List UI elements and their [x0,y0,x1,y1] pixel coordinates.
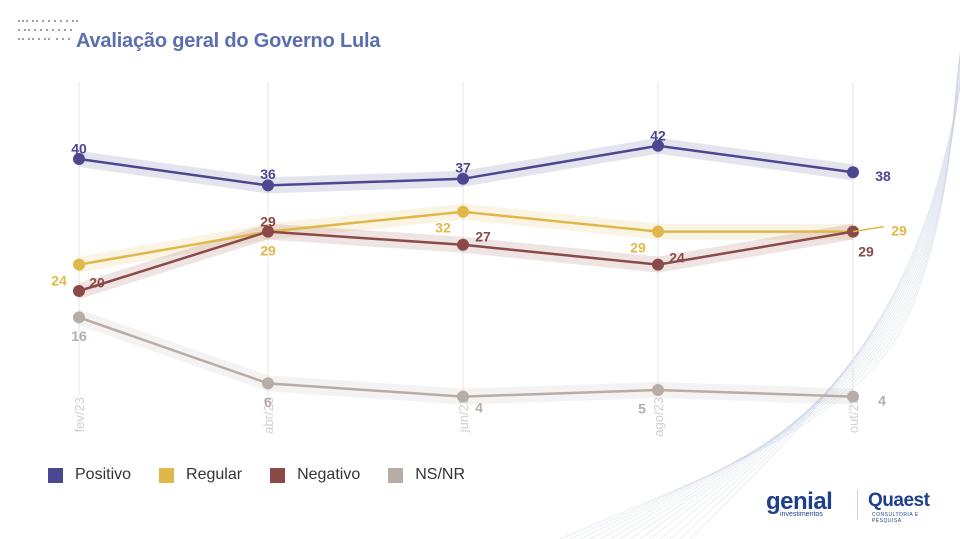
data-label-regular: 24 [51,272,67,288]
data-label-positivo: 38 [875,168,891,184]
data-label-negativo: 27 [475,229,491,245]
decor-wave-line [659,76,960,539]
data-label-regular: 29 [260,242,276,258]
point-positivo-fev/23 [73,153,85,165]
data-label-positivo: 37 [455,160,471,176]
point-nsnr-out/23 [847,390,859,403]
quaest-logo-subtitle: CONSULTORIA E PESQUISA [872,512,919,524]
decor-wave-line [639,51,960,539]
legend-label-nsnr: NS/NR [415,466,465,483]
decor-wave-line [669,81,960,539]
x-tick-label: fev/23 [72,397,87,432]
data-label-positivo: 36 [260,166,276,182]
x-tick-label: jun/23 [456,397,471,433]
legend-label-positivo: Positivo [75,466,132,483]
legend-swatch-nsnr [388,467,404,483]
band-positivo [79,137,853,194]
dots-logo-icon [18,20,78,40]
quaest-logo-name: Quaest [868,490,930,511]
point-regular-ago/23 [652,225,664,238]
data-label-nsnr: 16 [71,328,87,344]
leader-line-regular [852,225,885,233]
data-label-nsnr: 5 [638,401,646,417]
data-label-regular: 29 [891,222,907,238]
legend-item-negativo: Negativo [270,466,360,484]
legend-swatch-regular [159,467,175,483]
data-label-regular: 32 [435,220,451,236]
data-label-nsnr: 4 [878,392,886,408]
data-label-negativo: 29 [260,213,276,229]
data-label-negativo: 29 [858,243,874,259]
data-label-negativo: 20 [89,275,105,291]
legend-item-nsnr: NS/NR [388,466,465,484]
point-nsnr-fev/23 [73,311,85,324]
point-positivo-jun/23 [457,172,469,185]
point-nsnr-ago/23 [652,384,664,396]
data-label-negativo: 24 [669,249,685,265]
point-positivo-out/23 [847,166,859,179]
x-tick-label: abr/23 [261,397,276,434]
point-negativo-fev/23 [73,285,85,297]
decor-wave-line [649,50,960,539]
point-regular-fev/23 [73,258,85,271]
data-label-nsnr: 4 [475,399,483,415]
x-tick-label: out/23 [846,397,861,433]
brand-divider [857,490,858,520]
legend: Positivo Regular Negativo NS/NR [48,466,493,484]
data-label-positivo: 42 [650,128,666,144]
decor-wave-line [619,53,960,539]
legend-label-regular: Regular [186,466,243,483]
chart-title: Avaliação geral do Governo Lula [76,30,381,52]
legend-item-positivo: Positivo [48,466,131,484]
legend-label-negativo: Negativo [297,466,361,483]
decor-wave-line [689,83,960,539]
legend-item-regular: Regular [159,466,242,484]
decor-wave-line [679,82,960,539]
legend-swatch-positivo [48,467,63,483]
point-negativo-jun/23 [457,238,469,251]
x-tick-label: ago/23 [651,397,666,437]
point-negativo-ago/23 [652,258,664,271]
genial-logo: genial investimentos [766,488,846,524]
genial-logo-name: genial [766,488,833,515]
genial-logo-subtitle: investimentos [780,511,823,518]
point-nsnr-jun/23 [457,390,469,403]
point-regular-jun/23 [457,205,469,218]
point-positivo-ago/23 [652,139,664,152]
data-label-nsnr: 6 [264,394,272,410]
data-label-regular: 29 [630,239,646,255]
data-label-positivo: 40 [71,141,87,157]
quaest-logo: Quaest CONSULTORIA E PESQUISA [868,488,946,524]
band-negativo [79,223,853,299]
decor-wave-line [629,52,960,539]
point-nsnr-abr/23 [262,377,274,390]
legend-swatch-negativo [270,467,286,483]
point-negativo-abr/23 [262,225,274,238]
point-positivo-abr/23 [262,179,274,192]
